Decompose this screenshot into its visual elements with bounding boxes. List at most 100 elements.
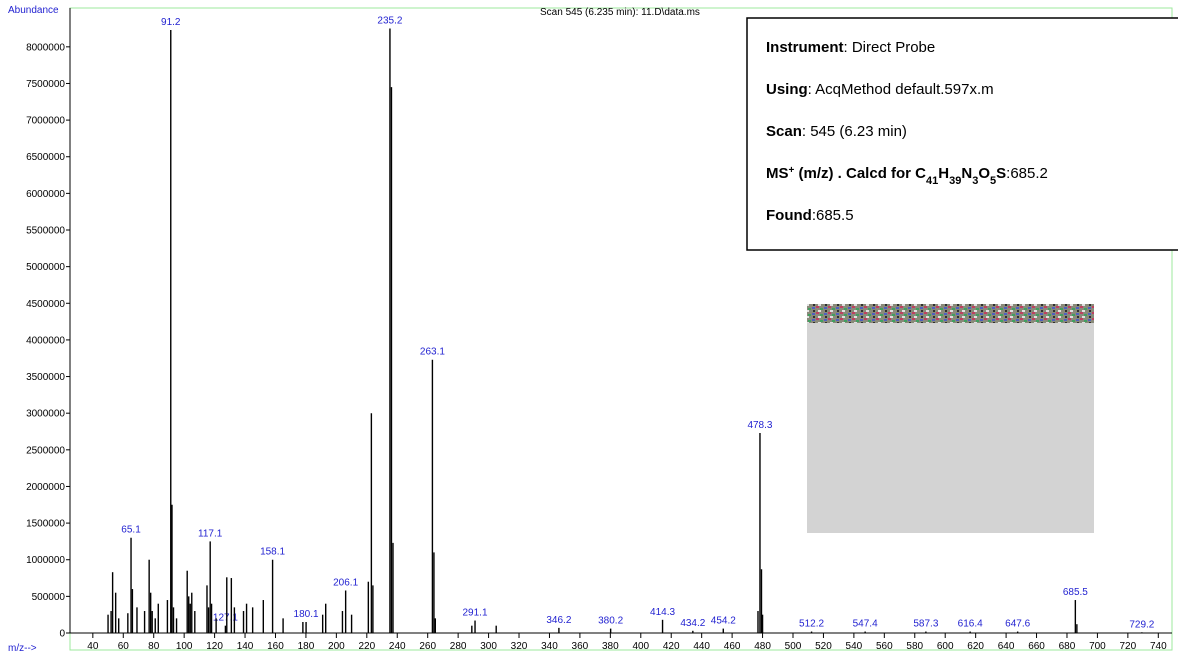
peak-label: 380.2 [598, 616, 623, 627]
x-tick-label: 100 [176, 641, 193, 652]
info-run: Found [766, 207, 812, 224]
y-tick-label: 8000000 [26, 42, 65, 53]
info-line: Found:685.5 [766, 207, 854, 224]
x-tick-label: 360 [572, 641, 589, 652]
x-tick-label: 300 [480, 641, 497, 652]
y-tick-label: 3000000 [26, 409, 65, 420]
y-tick-label: 500000 [32, 592, 66, 603]
peak-label: 729.2 [1129, 619, 1154, 630]
peak-label: 346.2 [546, 615, 571, 626]
peak-label: 263.1 [420, 347, 445, 358]
x-tick-label: 120 [206, 641, 223, 652]
peak-label: 235.2 [377, 16, 402, 27]
plot: 0 500000 1000000 1500000 2000000 2500000 30000… [26, 8, 1172, 652]
peak-label: 127.1 [213, 613, 238, 624]
x-tick-label: 340 [541, 641, 558, 652]
y-tick-label: 1000000 [26, 555, 65, 566]
info-run: Instrument [766, 39, 844, 56]
peak-label: 478.3 [747, 420, 772, 431]
x-tick-label: 320 [511, 641, 528, 652]
x-tick-label: 480 [754, 641, 771, 652]
x-tick-label: 580 [906, 641, 923, 652]
y-tick-label: 6500000 [26, 152, 65, 163]
x-tick-label: 80 [148, 641, 160, 652]
y-tick-label: 5500000 [26, 226, 65, 237]
x-tick-label: 520 [815, 641, 832, 652]
info-run: H [938, 165, 949, 182]
y-tick-label: 5000000 [26, 262, 65, 273]
peak-label: 180.1 [294, 609, 319, 620]
info-run: :685.2 [1006, 165, 1048, 182]
x-tick-label: 460 [724, 641, 741, 652]
x-tick-label: 220 [358, 641, 375, 652]
info-run: 39 [949, 175, 961, 187]
y-tick-label: 7000000 [26, 116, 65, 127]
info-run: + [789, 165, 795, 176]
info-run: 5 [990, 175, 996, 187]
x-tick-label: 160 [267, 641, 284, 652]
y-tick-label: 3500000 [26, 372, 65, 383]
info-line: Scan: 545 (6.23 min) [766, 123, 907, 140]
info-line: MS+ (m/z) . Calcd for C41H39N3O5S:685.2 [766, 165, 1048, 188]
info-run: Using [766, 81, 808, 98]
info-run: N [961, 165, 972, 182]
y-tick-label: 6000000 [26, 189, 65, 200]
y-tick-label: 7500000 [26, 79, 65, 90]
info-run: : Direct Probe [844, 39, 936, 56]
image-placeholder [807, 304, 1094, 533]
x-tick-label: 640 [998, 641, 1015, 652]
x-tick-label: 700 [1089, 641, 1106, 652]
x-tick-label: 200 [328, 641, 345, 652]
x-tick-label: 600 [937, 641, 954, 652]
x-tick-label: 500 [785, 641, 802, 652]
x-tick-label: 440 [693, 641, 710, 652]
info-run: :685.5 [812, 207, 854, 224]
y-tick-label: 4500000 [26, 299, 65, 310]
peak-label: 454.2 [711, 616, 736, 627]
info-run: (m/z) . Calcd for C [794, 165, 926, 182]
info-run: : 545 (6.23 min) [802, 123, 907, 140]
chart-title: Scan 545 (6.235 min): 11.D\data.ms [540, 7, 700, 18]
peak-label: 206.1 [333, 578, 358, 589]
info-run: 41 [926, 175, 938, 187]
info-run: : AcqMethod default.597x.m [808, 81, 994, 98]
peak-label: 158.1 [260, 547, 285, 558]
x-tick-label: 660 [1028, 641, 1045, 652]
peak-label: 647.6 [1005, 619, 1030, 630]
peak-label: 414.3 [650, 607, 675, 618]
peak-label: 434.2 [680, 618, 705, 629]
y-tick-label: 1500000 [26, 519, 65, 530]
info-run: O [978, 165, 990, 182]
y-tick-label: 4000000 [26, 335, 65, 346]
peak-label: 65.1 [121, 525, 141, 536]
x-tick-label: 560 [876, 641, 893, 652]
peak-label: 587.3 [913, 619, 938, 630]
x-tick-label: 740 [1150, 641, 1167, 652]
x-tick-label: 140 [237, 641, 254, 652]
x-tick-label: 240 [389, 641, 406, 652]
info-line: Using: AcqMethod default.597x.m [766, 81, 994, 98]
x-tick-label: 280 [450, 641, 467, 652]
x-tick-label: 260 [419, 641, 436, 652]
x-tick-label: 60 [118, 641, 130, 652]
x-tick-label: 620 [967, 641, 984, 652]
peak-label: 291.1 [463, 608, 488, 619]
info-run: S [996, 165, 1006, 182]
peak-label: 91.2 [161, 17, 181, 28]
info-frame [746, 17, 1178, 251]
info-box: Instrument: Direct Probe Using: AcqMethod… [746, 17, 1178, 251]
x-axis-label: m/z--> [8, 643, 37, 654]
x-tick-label: 380 [602, 641, 619, 652]
info-line: Instrument: Direct Probe [766, 39, 935, 56]
y-tick-label: 2500000 [26, 445, 65, 456]
y-tick-label: 2000000 [26, 482, 65, 493]
peak-label: 616.4 [958, 619, 983, 630]
x-tick-label: 720 [1120, 641, 1137, 652]
x-tick-label: 680 [1059, 641, 1076, 652]
peak-label: 117.1 [198, 528, 223, 539]
image-strip [807, 304, 1094, 323]
peak-label: 685.5 [1063, 587, 1088, 598]
x-tick-label: 540 [846, 641, 863, 652]
y-axis-label: Abundance [8, 5, 59, 16]
